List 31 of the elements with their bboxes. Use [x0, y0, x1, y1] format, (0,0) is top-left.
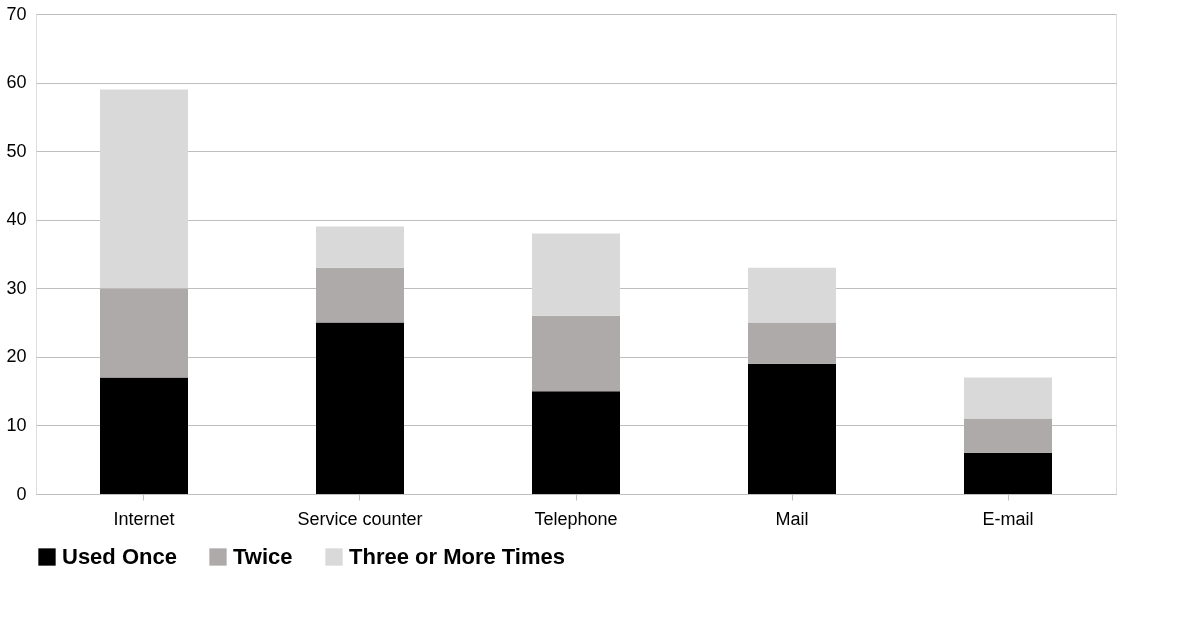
bar [748, 267, 836, 323]
x-tick-label: Telephone [534, 508, 618, 529]
bar [532, 233, 620, 316]
legend-label: Three or More Times [349, 544, 565, 569]
x-tick-label: Service counter [297, 508, 423, 529]
bar [748, 322, 836, 364]
bar [100, 288, 188, 378]
y-tick-label: 60 [6, 72, 27, 93]
bar [964, 377, 1052, 419]
x-tick-label: E-mail [982, 508, 1034, 529]
bar [100, 89, 188, 289]
legend-label: Used Once [62, 544, 177, 569]
bar [316, 322, 404, 494]
legend-label: Twice [233, 544, 293, 569]
bar [316, 267, 404, 323]
y-tick-label: 50 [6, 140, 27, 161]
bar [316, 226, 404, 268]
x-tick-label: Internet [113, 508, 175, 529]
y-tick-label: 30 [6, 277, 27, 298]
bar [964, 452, 1052, 494]
bar [532, 391, 620, 494]
bar [748, 363, 836, 494]
bar [100, 377, 188, 494]
y-tick-label: 10 [6, 414, 27, 435]
x-tick-label: Mail [775, 508, 809, 529]
bar [964, 418, 1052, 453]
y-tick-label: 70 [6, 3, 27, 24]
y-tick-label: 20 [6, 346, 27, 367]
y-tick-label: 40 [6, 209, 27, 230]
bar [532, 315, 620, 392]
y-tick-label: 0 [16, 483, 27, 504]
